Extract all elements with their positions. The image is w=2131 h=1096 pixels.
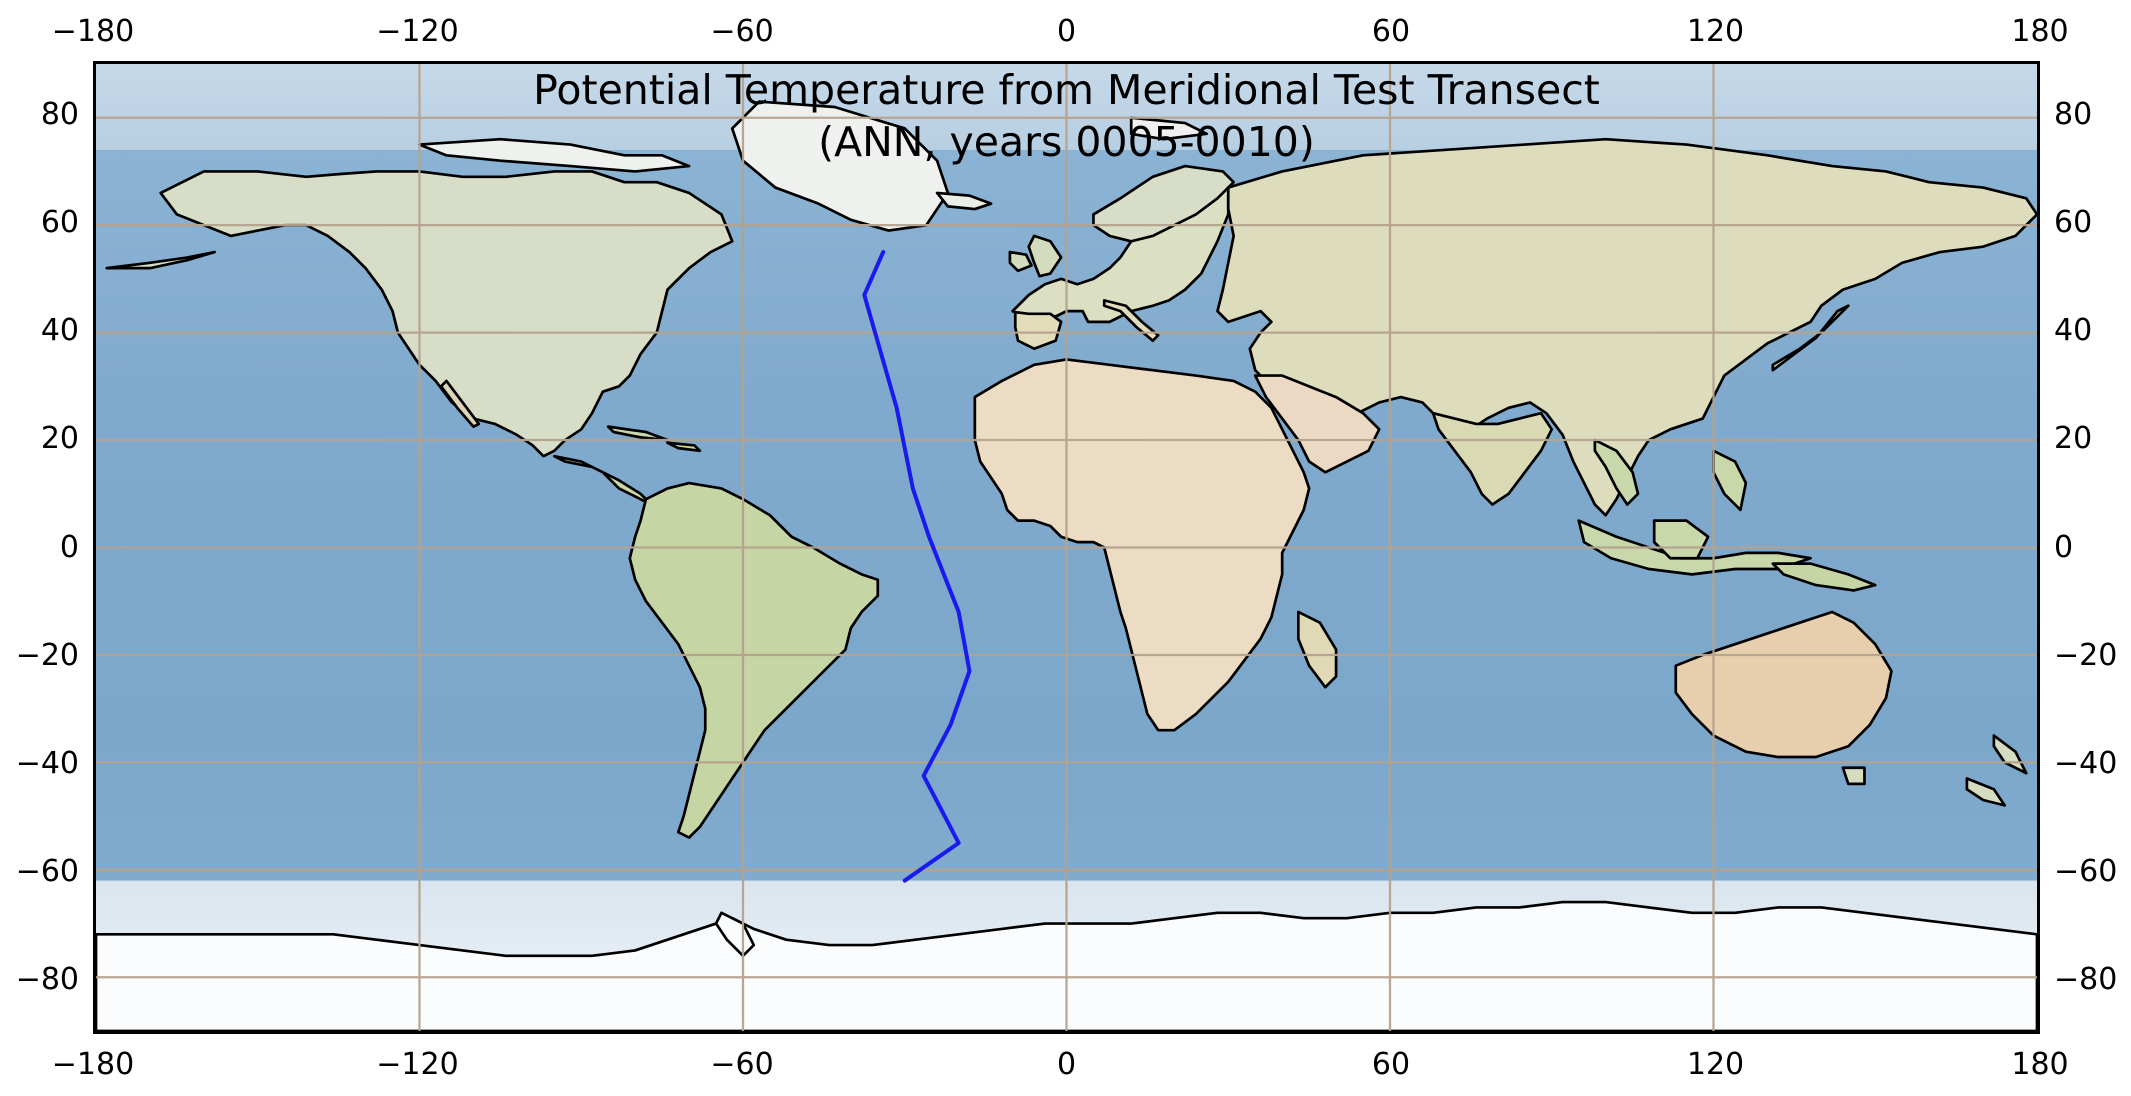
baja-california [439, 379, 481, 428]
south-america [628, 481, 880, 839]
xtick-top-4: 60 [1371, 14, 1411, 49]
xtick-top-0: −180 [51, 14, 135, 49]
canadian-arctic [418, 137, 691, 173]
ytick-left-5: −20 [15, 637, 79, 673]
tasmania [1841, 766, 1866, 786]
svalbard [1129, 116, 1209, 141]
landmasses [96, 100, 2037, 1031]
ytick-left-1: 60 [40, 205, 79, 241]
hispaniola [666, 441, 702, 453]
gridlines [96, 64, 2037, 1031]
aleutian-islands [105, 250, 216, 270]
xtick-bottom-5: 120 [1686, 1047, 1745, 1082]
xtick-top-5: 120 [1686, 14, 1745, 49]
ytick-right-6: −40 [2054, 745, 2118, 781]
indochina [1593, 438, 1640, 506]
xtick-bottom-3: 0 [1056, 1047, 1077, 1082]
xtick-top-1: −120 [376, 14, 459, 49]
ytick-right-4: 0 [2054, 529, 2074, 565]
indonesia [1577, 519, 1812, 576]
cuba [606, 425, 669, 442]
japan [1771, 304, 1850, 372]
scandinavia [1092, 164, 1235, 243]
asia [1216, 137, 2037, 517]
ytick-right-7: −60 [2054, 853, 2118, 889]
new-zealand [1992, 734, 2028, 775]
africa [973, 358, 1311, 732]
transect-line[interactable] [864, 252, 969, 881]
xtick-top-2: −60 [710, 14, 774, 49]
new-guinea [1771, 562, 1877, 592]
ytick-left-6: −40 [15, 745, 79, 781]
world-map [96, 64, 2037, 1031]
new-zealand-south [1965, 777, 2006, 807]
xtick-bottom-1: −120 [376, 1047, 459, 1082]
madagascar [1296, 610, 1338, 689]
xtick-bottom-6: 180 [2011, 1047, 2069, 1082]
ytick-left-4: 0 [59, 529, 79, 565]
ytick-right-1: 60 [2054, 205, 2093, 241]
ytick-left-8: −80 [15, 961, 79, 997]
xtick-bottom-2: −60 [710, 1047, 774, 1082]
xtick-top-3: 0 [1056, 14, 1077, 49]
ireland [1008, 250, 1033, 273]
xtick-bottom-4: 60 [1371, 1047, 1411, 1082]
map-axes[interactable] [93, 61, 2040, 1034]
ytick-right-0: 80 [2054, 97, 2093, 133]
ytick-left-2: 40 [40, 313, 79, 349]
xtick-bottom-0: −180 [51, 1047, 135, 1082]
xtick-top-6: 180 [2011, 14, 2069, 49]
iceland [935, 191, 993, 211]
ytick-left-7: −60 [15, 853, 79, 889]
ytick-right-2: 40 [2054, 313, 2093, 349]
british-isles [1027, 234, 1063, 278]
north-america [159, 170, 734, 458]
india [1431, 411, 1554, 506]
italy [1102, 299, 1160, 343]
ytick-right-8: −80 [2054, 961, 2118, 997]
ytick-left-3: 20 [40, 421, 79, 457]
arabian-peninsula [1253, 374, 1381, 474]
ytick-left-0: 80 [40, 97, 79, 133]
ytick-right-5: −20 [2054, 637, 2118, 673]
borneo [1652, 519, 1710, 560]
ytick-right-3: 20 [2054, 421, 2093, 457]
